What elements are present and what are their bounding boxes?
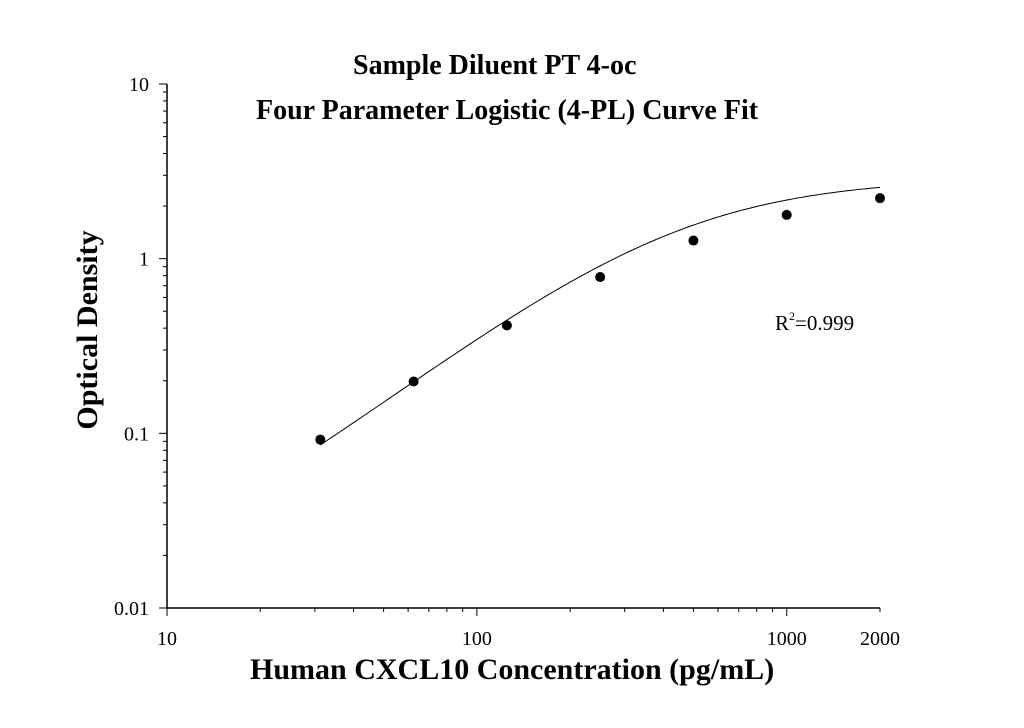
data-point (595, 272, 606, 283)
x-tick-label: 10 (157, 628, 177, 650)
data-point (408, 376, 419, 387)
data-point (315, 434, 326, 445)
data-points (315, 193, 885, 445)
axes (166, 84, 880, 609)
tick-labels: 0.01 0.1 1 10 10 100 1000 2000 (114, 74, 900, 650)
chart-title: Sample Diluent PT 4-oc (353, 50, 637, 81)
chart-subtitle: Four Parameter Logistic (4-PL) Curve Fit (256, 95, 759, 126)
tick-marks (159, 83, 881, 616)
x-tick-label: 1000 (767, 628, 807, 650)
data-point (781, 209, 792, 220)
y-tick-label: 1 (139, 249, 149, 271)
data-point (688, 235, 699, 246)
data-point (875, 193, 885, 204)
r-squared-superscript: 2 (789, 309, 796, 323)
x-axis-label: Human CXCL10 Concentration (pg/mL) (250, 653, 775, 686)
r-squared-annotation: R2=0.999 (775, 309, 855, 335)
r-squared-value: =0.999 (795, 311, 855, 335)
y-tick-label: 0.1 (124, 423, 149, 445)
x-tick-label: 100 (462, 628, 492, 650)
y-tick-label: 0.01 (114, 598, 149, 620)
y-tick-label: 10 (129, 74, 149, 96)
r-squared-prefix: R (775, 311, 790, 335)
data-point (501, 320, 512, 331)
x-tick-label: 2000 (860, 628, 900, 650)
